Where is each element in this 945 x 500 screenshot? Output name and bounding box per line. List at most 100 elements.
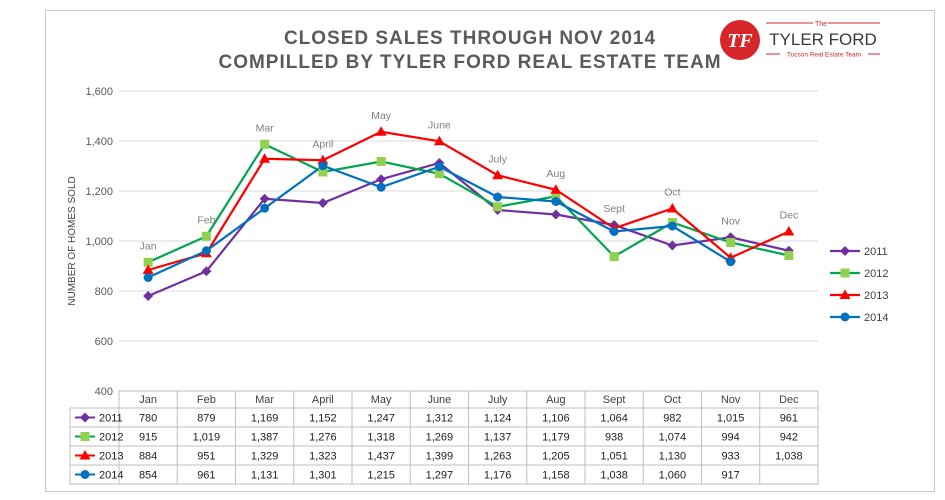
table-legend-marker <box>79 450 91 460</box>
table-cell: 1,437 <box>367 451 395 463</box>
legend-marker-2013 <box>839 289 851 299</box>
table-series-name: 2014 <box>99 470 123 482</box>
table-cell: 994 <box>721 432 739 444</box>
data-point-2013 <box>783 226 795 236</box>
series-line-2011 <box>147 161 790 298</box>
x-category-label: Dec <box>779 394 799 406</box>
month-point-label: Feb <box>197 214 215 226</box>
data-point-2012 <box>143 257 153 267</box>
data-point-2014 <box>551 197 561 206</box>
x-category-label: Feb <box>197 394 216 406</box>
logo-name: TYLER FORD <box>769 30 877 49</box>
month-point-label: Nov <box>721 215 740 227</box>
table-cell: 951 <box>197 451 215 463</box>
table-series-name: 2011 <box>99 413 123 425</box>
table-cell: 942 <box>780 432 798 444</box>
month-point-label: May <box>371 110 392 122</box>
table-cell: 1,015 <box>717 413 745 425</box>
data-point-2011 <box>201 266 212 277</box>
table-cell: 1,269 <box>426 432 454 444</box>
data-point-2012 <box>318 167 328 177</box>
data-point-2014 <box>493 192 503 202</box>
month-point-label: June <box>428 119 451 131</box>
x-category-label: Sept <box>603 394 626 406</box>
month-point-label: Aug <box>547 168 566 180</box>
month-point-label: April <box>312 138 333 150</box>
month-point-label: Dec <box>780 210 799 222</box>
table-cell: 982 <box>663 413 681 425</box>
table-cell: 1,038 <box>775 451 803 463</box>
x-category-label: Jan <box>139 394 157 406</box>
table-cell: 1,323 <box>309 451 337 463</box>
tyler-ford-logo: TF The TYLER FORD Tucson Real Estate Tea… <box>720 20 880 60</box>
legend-marker-2014 <box>840 312 850 322</box>
table-legend-marker <box>80 432 90 441</box>
x-category-label: Nov <box>721 394 741 406</box>
data-point-2013 <box>142 264 154 274</box>
table-cell: 1,297 <box>426 470 454 482</box>
table-cell: 1,064 <box>600 413 628 425</box>
data-point-2012 <box>551 191 561 201</box>
table-cell: 884 <box>139 451 157 463</box>
data-point-2012 <box>434 169 444 179</box>
legend-label-2013: 2013 <box>864 290 888 302</box>
data-point-2011 <box>550 209 561 220</box>
table-cell: 961 <box>197 470 215 482</box>
x-category-label: July <box>488 394 508 406</box>
data-point-2013 <box>492 169 504 180</box>
data-point-2014 <box>609 227 619 236</box>
x-category-label: Aug <box>546 394 566 406</box>
data-point-2013 <box>433 135 445 146</box>
data-point-2013 <box>375 126 387 136</box>
data-point-2014 <box>201 246 211 256</box>
month-point-label: Mar <box>256 122 275 134</box>
data-point-2012 <box>260 139 270 149</box>
table-series-name: 2012 <box>99 432 123 444</box>
table-cell: 1,215 <box>367 470 395 482</box>
table-cell: 915 <box>139 432 157 444</box>
table-cell: 1,399 <box>426 451 454 463</box>
data-point-2013 <box>550 184 562 194</box>
table-cell: 1,131 <box>251 470 279 482</box>
table-cell: 961 <box>780 413 798 425</box>
y-axis-label: NUMBER OF HOMES SOLD <box>67 176 78 305</box>
data-point-2014 <box>667 221 677 231</box>
data-point-2012 <box>201 231 211 241</box>
table-cell: 1,060 <box>659 470 687 482</box>
logo-circle-icon <box>720 20 760 60</box>
legend-label-2014: 2014 <box>864 312 888 324</box>
y-tick-label: 400 <box>95 386 113 398</box>
table-cell: 1,074 <box>659 432 687 444</box>
y-tick-label: 1,000 <box>85 236 113 248</box>
data-point-2014 <box>143 273 153 282</box>
logo-the: The <box>815 21 827 28</box>
legend-marker-2012 <box>840 268 850 278</box>
y-tick-label: 600 <box>95 336 113 348</box>
chart-title-line-1: CLOSED SALES THROUGH NOV 2014 <box>283 28 657 49</box>
data-point-2011 <box>259 193 270 204</box>
table-cell: 1,130 <box>659 451 687 463</box>
table-cell: 1,019 <box>193 432 221 444</box>
table-cell: 780 <box>139 413 157 425</box>
table-cell: 1,247 <box>367 413 395 425</box>
data-point-2011 <box>667 240 678 251</box>
data-point-2011 <box>143 291 154 301</box>
table-cell: 1,318 <box>367 432 395 444</box>
data-point-2014 <box>726 257 736 267</box>
table-cell: 879 <box>197 413 215 425</box>
x-category-label: Mar <box>255 394 274 406</box>
legend-marker-2011 <box>840 246 850 256</box>
table-cell: 1,263 <box>484 451 512 463</box>
table-cell: 917 <box>721 470 739 482</box>
data-point-2012 <box>609 252 619 261</box>
data-point-2011 <box>317 198 328 208</box>
x-category-label: June <box>427 394 451 406</box>
data-point-2013 <box>317 154 329 165</box>
month-point-label: Oct <box>664 187 680 199</box>
legend-label-2012: 2012 <box>864 268 888 280</box>
series-line-2013 <box>147 130 790 272</box>
table-cell: 854 <box>139 470 157 482</box>
table-cell: 1,038 <box>600 470 628 482</box>
table-cell: 1,124 <box>484 413 512 425</box>
